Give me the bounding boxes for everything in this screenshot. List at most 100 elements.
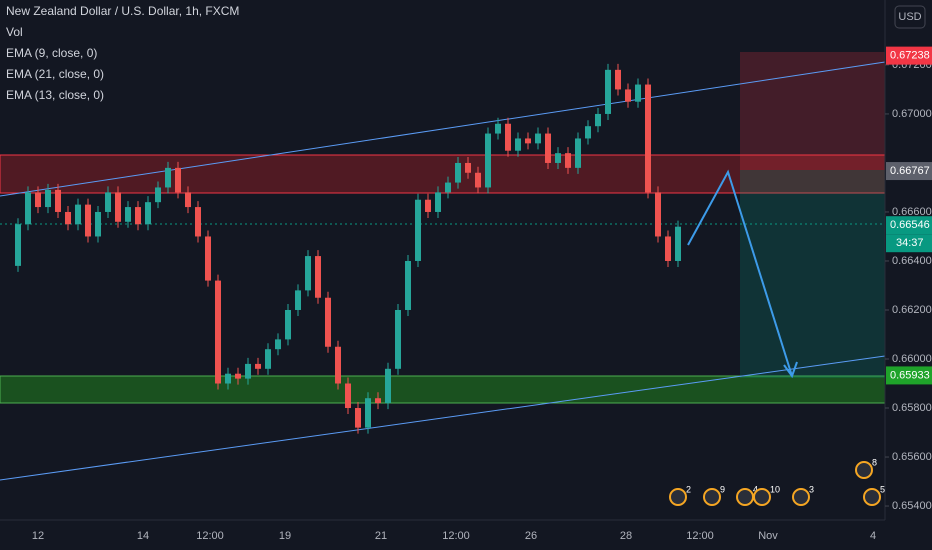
candle <box>95 211 101 237</box>
event-count: 5 <box>880 484 885 494</box>
candles <box>15 63 681 434</box>
candle <box>405 260 411 310</box>
candle <box>665 236 671 261</box>
candle <box>245 363 251 379</box>
event-icon[interactable] <box>703 488 721 506</box>
candle <box>555 153 561 163</box>
indicator: EMA (13, close, 0) <box>6 88 104 102</box>
candle <box>115 192 121 222</box>
candle <box>235 373 241 379</box>
countdown: 34:37 <box>896 237 924 249</box>
candle <box>155 187 161 203</box>
candle <box>475 172 481 188</box>
candle <box>305 256 311 291</box>
candle <box>675 226 681 261</box>
candle <box>135 207 141 225</box>
time-label: 21 <box>375 530 387 542</box>
event-count: 4 <box>753 484 758 494</box>
price-label-box <box>886 46 932 65</box>
price-tick-label: 0.67000 <box>892 108 932 120</box>
candle <box>55 189 61 212</box>
candle <box>495 123 501 134</box>
candle <box>365 398 371 428</box>
time-label: 28 <box>620 530 632 542</box>
support-zone <box>0 375 886 404</box>
candle <box>615 69 621 90</box>
candle <box>145 202 151 225</box>
indicator: Vol <box>6 25 23 39</box>
candle <box>205 236 211 281</box>
event-icon[interactable] <box>792 488 810 506</box>
candle <box>85 204 91 237</box>
event-icon[interactable] <box>669 488 687 506</box>
event-count: 8 <box>872 457 877 467</box>
candle <box>15 224 21 266</box>
time-label: 4 <box>870 530 876 542</box>
candle <box>275 339 281 350</box>
candle <box>575 138 581 168</box>
candle <box>225 373 231 384</box>
price-label: 0.67238 <box>890 50 930 62</box>
indicator: EMA (21, close, 0) <box>6 67 104 81</box>
candle <box>435 192 441 212</box>
symbol-title: New Zealand Dollar / U.S. Dollar, 1h, FX… <box>6 4 239 18</box>
time-label: 19 <box>279 530 291 542</box>
projection-arrow <box>687 169 793 377</box>
candle <box>375 398 381 404</box>
currency-label[interactable]: USD <box>898 11 921 23</box>
event-icon[interactable] <box>863 488 881 506</box>
price-label: 0.66546 <box>890 219 930 231</box>
candle <box>535 133 541 144</box>
event-icon[interactable] <box>855 461 873 479</box>
time-label: Nov <box>758 530 778 542</box>
event-count: 3 <box>809 484 814 494</box>
candle <box>635 84 641 102</box>
candle <box>445 182 451 193</box>
event-count: 2 <box>686 484 691 494</box>
upper-trendline <box>0 61 886 197</box>
event-icon[interactable] <box>753 488 771 506</box>
stop-zone <box>740 52 885 170</box>
candle <box>385 368 391 404</box>
candle <box>485 133 491 188</box>
countdown-box <box>886 234 932 253</box>
time-label: 12 <box>32 530 44 542</box>
candle <box>35 192 41 208</box>
event-icon[interactable] <box>736 488 754 506</box>
price-tick-label: 0.66600 <box>892 206 932 218</box>
candle <box>645 84 651 193</box>
candle <box>345 383 351 409</box>
candle <box>425 199 431 212</box>
candle <box>455 162 461 183</box>
price-tick-label: 0.66200 <box>892 304 932 316</box>
candle <box>525 138 531 144</box>
price-label-box <box>886 162 932 181</box>
candle <box>265 349 271 369</box>
price-tick-label: 0.65400 <box>892 500 932 512</box>
candle <box>335 346 341 384</box>
event-count: 9 <box>720 484 725 494</box>
candle <box>625 89 631 102</box>
candle <box>215 280 221 384</box>
candle <box>65 211 71 225</box>
target-zone <box>740 170 885 378</box>
candle <box>195 207 201 237</box>
price-label: 0.65933 <box>890 369 930 381</box>
candle <box>565 153 571 168</box>
price-label: 0.66767 <box>890 165 930 177</box>
event-count: 10 <box>770 484 780 494</box>
currency-button[interactable] <box>894 5 926 29</box>
candle <box>125 207 131 222</box>
candle <box>255 363 261 369</box>
candle <box>25 192 31 225</box>
candle <box>515 138 521 151</box>
candle <box>595 113 601 127</box>
price-tick-label: 0.65600 <box>892 451 932 463</box>
candle <box>355 408 361 428</box>
candle <box>285 309 291 340</box>
candle <box>165 167 171 188</box>
price-label-box <box>886 216 932 235</box>
candle <box>395 309 401 369</box>
